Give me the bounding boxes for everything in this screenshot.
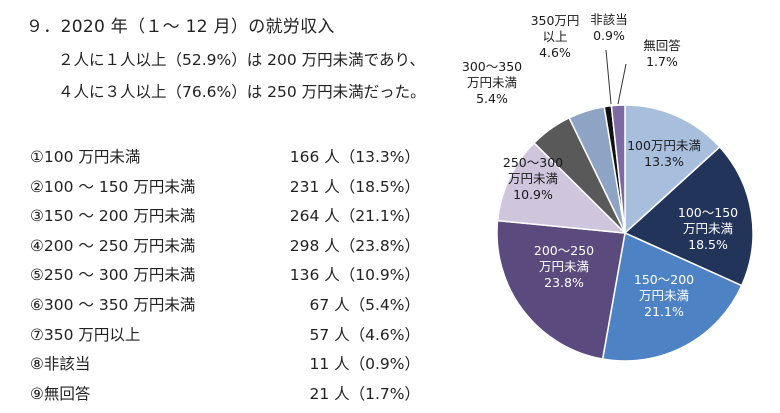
item-label: ①100 万円未満 [30, 148, 141, 166]
item-label: ③150 ～ 200 万円未満 [30, 207, 196, 226]
item-value: 67 人（5.4%） [309, 295, 420, 314]
item-label: ⑨無回答 [30, 384, 91, 403]
pie-slice [601, 231, 743, 362]
item-label: ⑤250 ～ 300 万円未満 [30, 266, 196, 285]
item-value: 136 人（10.9%） [289, 266, 420, 285]
item-value: 21 人（1.7%） [309, 384, 420, 403]
list-item: ⑥300 ～ 350 万円未満 67 人（5.4%） [30, 289, 420, 319]
item-label: ④200 ～ 250 万円未満 [30, 236, 196, 255]
slice-label: 無回答 1.7% [643, 38, 681, 69]
leader-line [605, 49, 612, 105]
list-item: ⑦350 万円以上 57 人（4.6%） [30, 319, 420, 349]
pie-slice [623, 145, 754, 287]
slice-label: 150～200 万円未満 21.1% [634, 272, 694, 319]
income-breakdown-list: ①100 万円未満 166 人（13.3%） ②100 ～ 150 万円未満 231… [30, 141, 420, 407]
page-title: ９．2020 年（１～ 12 月）の就労収入 [26, 17, 335, 37]
pie-slice [610, 104, 626, 234]
list-item: ④200 ～ 250 万円未満 298 人（23.8%） [30, 230, 420, 260]
slice-label: 300～350 万円未満 5.4% [462, 59, 522, 106]
pie-slice [624, 104, 721, 235]
summary-line-1: ２人に１人以上（52.9%）は 200 万円未満であり、 [58, 51, 425, 69]
item-value: 166 人（13.3%） [289, 148, 420, 166]
item-value: 231 人（18.5%） [289, 177, 420, 196]
list-item: ⑤250 ～ 300 万円未満 136 人（10.9%） [30, 259, 420, 289]
item-label: ②100 ～ 150 万円未満 [30, 177, 196, 196]
pie-slice [496, 141, 628, 234]
slice-label: 350万円以上 4.6% [531, 13, 580, 60]
item-value: 264 人（21.1%） [289, 207, 420, 226]
item-value: 57 人（4.6%） [309, 325, 420, 344]
slice-label: 200～250 万円未満 23.8% [534, 243, 594, 290]
slice-label: 100～150 万円未満 18.5% [678, 205, 738, 252]
list-item: ⑧非該当 11 人（0.9%） [30, 348, 420, 378]
item-label: ⑦350 万円以上 [30, 325, 141, 344]
list-item: ②100 ～ 150 万円未満 231 人（18.5%） [30, 171, 420, 201]
item-value: 11 人（0.9%） [309, 355, 420, 374]
list-item: ①100 万円未満 166 人（13.3%） [30, 141, 420, 171]
slice-label: 100万円未満 13.3% [627, 138, 701, 169]
summary-line-2: ４人に３人以上（76.6%）は 250 万円未満だった。 [58, 83, 426, 101]
item-value: 298 人（23.8%） [289, 236, 420, 255]
item-label: ⑧非該当 [30, 355, 91, 374]
pie-slice [496, 219, 626, 360]
list-item: ⑨無回答 21 人（1.7%） [30, 378, 420, 408]
item-label: ⑥300 ～ 350 万円未満 [30, 295, 196, 314]
slice-label: 非該当 0.9% [590, 12, 628, 43]
list-item: ③150 ～ 200 万円未満 264 人（21.1%） [30, 200, 420, 230]
leader-line [617, 63, 627, 105]
slice-label: 250～300 万円未満 10.9% [503, 155, 563, 202]
